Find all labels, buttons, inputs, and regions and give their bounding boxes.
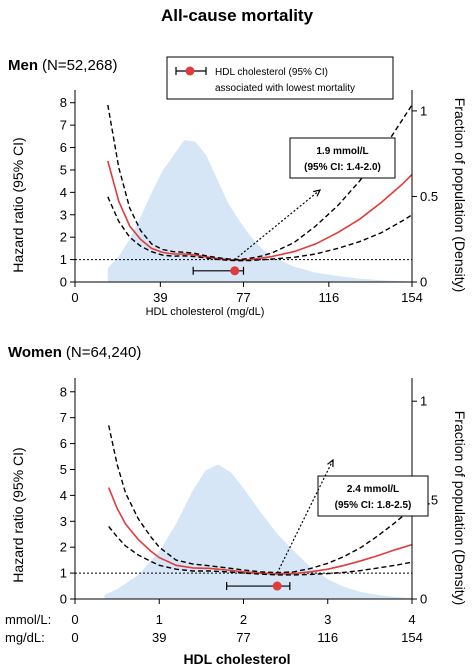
women-ytick-label: 1 <box>60 566 67 581</box>
legend-label-line1: HDL cholesterol (95% CI) <box>215 67 328 78</box>
women-upper-ci-line <box>108 425 413 574</box>
women-annotation-line2: (95% CI: 1.8-2.5) <box>335 500 412 511</box>
men-xtick-label: 0 <box>71 290 78 305</box>
mgdl-tick-label: 77 <box>236 630 250 645</box>
women-ytick-label: 2 <box>60 540 67 555</box>
men-annotation-box <box>289 137 396 179</box>
men-xtick-label: 154 <box>401 290 423 305</box>
women-ytick-label: 3 <box>60 514 67 529</box>
men-ytick-label: 4 <box>60 185 67 200</box>
women-series-layer <box>107 425 413 576</box>
men-ytick-label: 0 <box>60 275 67 290</box>
mgdl-tick-label: 116 <box>317 630 338 645</box>
men-ytick-label: 5 <box>60 162 67 177</box>
women-ytick-label: 0 <box>60 592 67 607</box>
men-y2tick-label: 1 <box>420 103 427 118</box>
women-hazard-ratio-line <box>107 487 413 575</box>
women-y2label: Fraction of population (Density) <box>452 411 468 606</box>
mmol-tick-label: 4 <box>408 612 415 627</box>
men-series-layer <box>107 104 413 262</box>
men-y2label: Fraction of population (Density) <box>452 98 468 293</box>
women-y2tick-label: 0 <box>420 592 427 607</box>
men-annotation-line1: 1.9 mmol/L <box>316 146 368 157</box>
mgdl-tick-labels: 0 39 77 116 154 <box>71 630 422 645</box>
men-ylabel: Hazard ratio (95% CI) <box>10 137 26 272</box>
figure-title: All-cause mortality <box>161 6 314 25</box>
mgdl-tick-label: 0 <box>71 630 78 645</box>
men-y2tick-label: 0 <box>420 275 427 290</box>
men-density-layer <box>107 140 413 282</box>
men-ytick-label: 1 <box>60 252 67 267</box>
women-n: (N=64,240) <box>66 344 141 361</box>
mgdl-tick-label: 154 <box>401 630 423 645</box>
legend-box <box>166 56 394 100</box>
mgdl-tick-label: 39 <box>152 630 166 645</box>
women-panel-label: Women (N=64,240) <box>8 344 141 361</box>
men-ytick-label: 7 <box>60 118 67 133</box>
bottom-xlabel: HDL cholesterol <box>183 651 290 667</box>
bottom-axis-labels: mmol/L: mg/dL: 0 1 2 3 4 0 39 77 116 154 HDL cho… <box>5 612 423 667</box>
women-ytick-label: 5 <box>60 462 67 477</box>
women-annotation-line1: 2.4 mmol/L <box>347 484 399 495</box>
women-y2tick-label: 1 <box>420 394 427 409</box>
women-ytick-label: 4 <box>60 488 67 503</box>
men-y2tick-label: 0.5 <box>420 189 438 204</box>
women-ytick-label: 6 <box>60 436 67 451</box>
men-lower-ci-line <box>107 196 413 262</box>
mmol-tick-label: 2 <box>240 612 247 627</box>
men-optimum-marker <box>230 266 240 276</box>
women-ylabel: Hazard ratio (95% CI) <box>10 447 26 582</box>
men-xtick-label: 77 <box>236 290 250 305</box>
men-annotation-line2: (95% CI: 1.4-2.0) <box>304 162 381 173</box>
mmol-tick-label: 3 <box>324 612 331 627</box>
women-annotation-box <box>317 475 429 517</box>
men-upper-ci-line <box>107 104 413 261</box>
men-xlabel: HDL cholesterol (mg/dL) <box>146 306 265 318</box>
men-n: (N=52,268) <box>42 57 117 74</box>
men-ytick-label: 2 <box>60 230 67 245</box>
men-density-area <box>107 140 413 282</box>
women-label: Women <box>8 344 62 361</box>
men-label: Men <box>8 57 38 74</box>
men-panel-label: Men (N=52,268) <box>8 57 117 74</box>
women-optimum-marker <box>272 581 282 591</box>
men-annotation-arrow <box>234 189 321 261</box>
mmol-tick-label: 1 <box>156 612 163 627</box>
mmol-tick-labels: 0 1 2 3 4 <box>71 612 415 627</box>
men-annotation-arrowhead <box>313 189 322 197</box>
legend-label-line2: associated with lowest mortality <box>215 83 355 94</box>
legend: HDL cholesterol (95% CI) associated with… <box>166 56 394 100</box>
women-ytick-label: 7 <box>60 410 67 425</box>
mgdl-row-label: mg/dL: <box>5 630 45 645</box>
men-xtick-label: 116 <box>318 290 339 305</box>
men-annotation-layer: 1.9 mmol/L (95% CI: 1.4-2.0) <box>234 137 396 261</box>
women-annotation-arrow <box>276 459 334 574</box>
men-xtick-label: 39 <box>153 290 167 305</box>
mmol-row-label: mmol/L: <box>5 612 51 627</box>
women-optimum-layer <box>226 581 291 591</box>
men-ytick-label: 3 <box>60 207 67 222</box>
mmol-tick-label: 0 <box>71 612 78 627</box>
men-ytick-label: 8 <box>60 95 67 110</box>
women-ytick-label: 8 <box>60 384 67 399</box>
women-annotation-arrowhead <box>327 458 334 468</box>
women-annotation-layer: 2.4 mmol/L (95% CI: 1.8-2.5) <box>276 458 429 574</box>
legend-marker <box>185 66 195 76</box>
men-optimum-layer <box>192 266 245 276</box>
men-ytick-label: 6 <box>60 140 67 155</box>
men-axes: 0 1 2 3 4 5 6 7 8 0 0.5 1 0 39 77 116 154 <box>60 90 438 305</box>
